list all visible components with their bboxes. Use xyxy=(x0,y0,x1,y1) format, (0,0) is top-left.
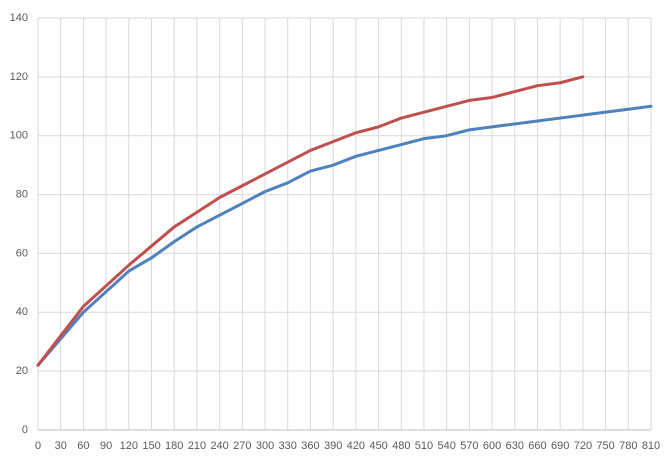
x-tick-label: 660 xyxy=(528,440,546,452)
x-tick-label: 270 xyxy=(233,440,251,452)
y-tick-label: 140 xyxy=(10,12,28,24)
x-tick-label: 420 xyxy=(347,440,365,452)
x-tick-label: 480 xyxy=(392,440,410,452)
series-line xyxy=(36,75,585,367)
x-tick-label: 510 xyxy=(415,440,433,452)
y-tick-label: 40 xyxy=(16,306,28,318)
x-tick-label: 90 xyxy=(100,440,112,452)
x-tick-label: 120 xyxy=(120,440,138,452)
x-tick-label: 690 xyxy=(551,440,569,452)
y-tick-label: 20 xyxy=(16,365,28,377)
x-tick-label: 780 xyxy=(619,440,637,452)
x-tick-label: 300 xyxy=(256,440,274,452)
x-tick-label: 810 xyxy=(642,440,660,452)
x-tick-label: 60 xyxy=(77,440,89,452)
y-tick-label: 80 xyxy=(16,188,28,200)
x-tick-label: 540 xyxy=(437,440,455,452)
x-tick-label: 750 xyxy=(596,440,614,452)
x-tick-label: 720 xyxy=(574,440,592,452)
y-tick-label: 60 xyxy=(16,247,28,259)
y-tick-label: 120 xyxy=(10,71,28,83)
x-tick-label: 630 xyxy=(506,440,524,452)
y-tick-label: 100 xyxy=(10,130,28,142)
x-tick-label: 330 xyxy=(279,440,297,452)
x-tick-label: 30 xyxy=(55,440,67,452)
x-tick-label: 600 xyxy=(483,440,501,452)
y-tick-label: 0 xyxy=(22,424,28,436)
x-tick-label: 0 xyxy=(35,440,41,452)
x-tick-label: 240 xyxy=(210,440,228,452)
x-tick-label: 180 xyxy=(165,440,183,452)
x-tick-label: 390 xyxy=(324,440,342,452)
x-tick-label: 150 xyxy=(142,440,160,452)
series-line xyxy=(36,104,653,367)
x-tick-label: 450 xyxy=(369,440,387,452)
x-tick-label: 360 xyxy=(301,440,319,452)
x-tick-label: 570 xyxy=(460,440,478,452)
x-tick-label: 210 xyxy=(188,440,206,452)
